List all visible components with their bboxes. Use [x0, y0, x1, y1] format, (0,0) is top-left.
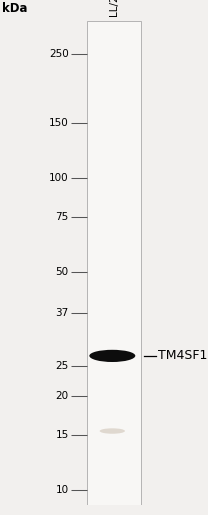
Text: 10: 10	[56, 486, 69, 495]
Text: 75: 75	[55, 212, 69, 222]
Text: 150: 150	[49, 118, 69, 128]
Ellipse shape	[100, 428, 125, 434]
Text: 250: 250	[49, 49, 69, 59]
Text: TM4SF1: TM4SF1	[158, 349, 207, 362]
Bar	[87, 21, 141, 505]
Ellipse shape	[89, 350, 135, 362]
Text: LL/2: LL/2	[109, 0, 119, 16]
Text: kDa: kDa	[2, 2, 28, 15]
Text: 37: 37	[55, 308, 69, 318]
Text: 100: 100	[49, 173, 69, 183]
Text: 50: 50	[56, 267, 69, 277]
Text: 15: 15	[55, 431, 69, 440]
Text: 20: 20	[56, 391, 69, 402]
Text: 25: 25	[55, 361, 69, 371]
